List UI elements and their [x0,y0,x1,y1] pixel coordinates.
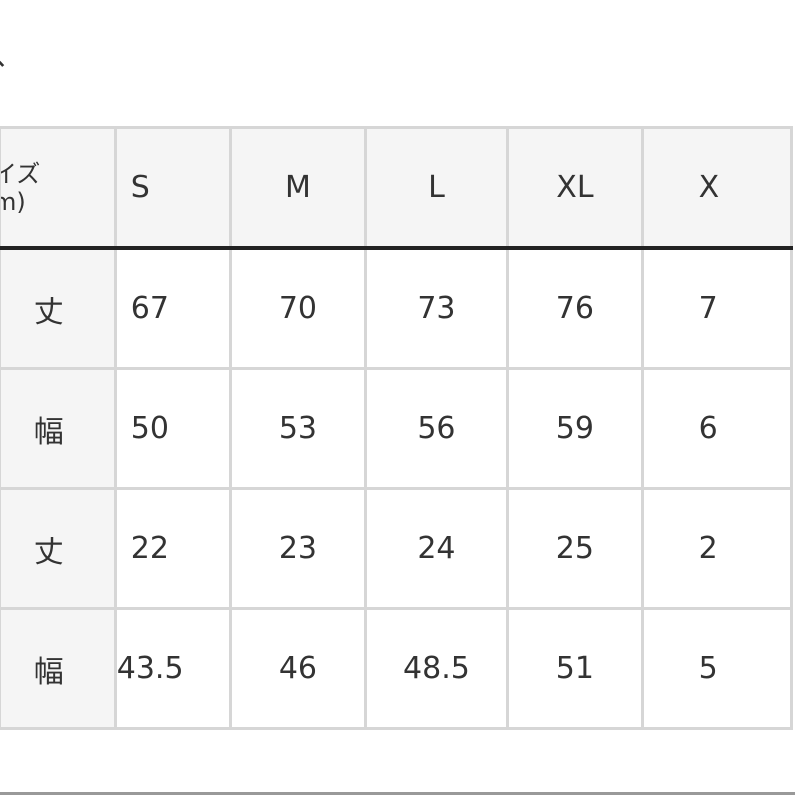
row-label: 丈 [0,487,117,610]
table-cell: 6 [640,367,794,490]
size-header-l: L [363,126,510,250]
header-row: イズ m) S M L XL X [0,126,794,250]
size-corner-label: イズ m) [0,126,117,250]
size-header-m: M [229,126,367,250]
size-header-s: S [113,126,233,250]
table-cell: 67 [113,246,233,370]
size-header-xxl: X [640,126,794,250]
table-row: 丈 22 23 24 25 2 [0,487,794,610]
table-cell: 53 [229,367,367,490]
table-cell: 56 [363,367,510,490]
table-cell: 5 [640,607,794,730]
table-cell: 76 [506,246,644,370]
table-cell: 73 [363,246,510,370]
table-cell: 24 [363,487,510,610]
table-cell: 46 [229,607,367,730]
size-chart-table: イズ m) S M L XL X 丈 67 70 73 76 7 幅 50 53… [0,126,794,730]
table-cell: 48.5 [363,607,510,730]
bottom-divider [0,792,795,795]
table-cell: 51 [506,607,644,730]
table-cell: 50 [113,367,233,490]
table-cell: 22 [113,487,233,610]
title-fragment: 、 [0,30,24,74]
table-row: 丈 67 70 73 76 7 [0,246,794,370]
table-cell: 43.5 [113,607,233,730]
table-row: 幅 50 53 56 59 6 [0,367,794,490]
table-cell: 59 [506,367,644,490]
row-label: 幅 [0,367,117,490]
table-cell: 70 [229,246,367,370]
table-cell: 25 [506,487,644,610]
row-label: 丈 [0,246,117,370]
table-cell: 2 [640,487,794,610]
table-cell: 23 [229,487,367,610]
table-row: 幅 43.5 46 48.5 51 5 [0,607,794,730]
row-label: 幅 [0,607,117,730]
corner-label-line1: イズ [2,159,41,188]
table-cell: 7 [640,246,794,370]
corner-label-line2: m) [2,187,26,216]
size-header-xl: XL [506,126,644,250]
